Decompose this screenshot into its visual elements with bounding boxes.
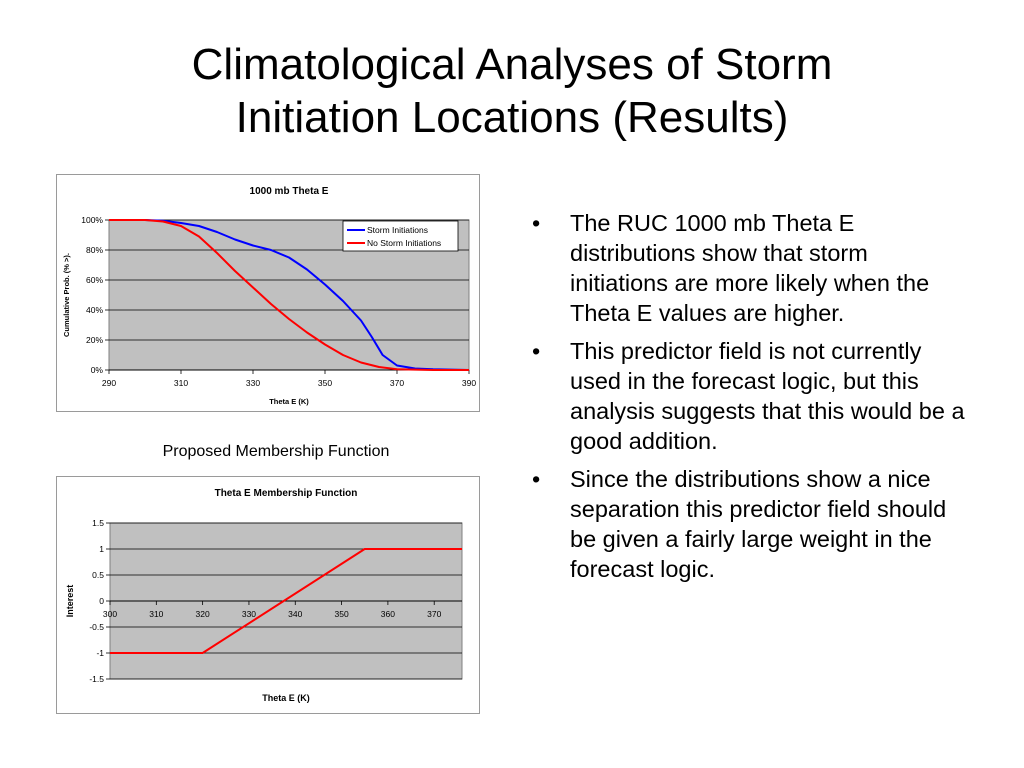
x-tick-label: 340 bbox=[288, 609, 302, 619]
bullet-text: Since the distributions show a nice sepa… bbox=[570, 466, 947, 582]
bullet-glyph: • bbox=[532, 338, 541, 364]
x-tick-label: 320 bbox=[196, 609, 210, 619]
series-line bbox=[109, 219, 470, 371]
y-tick-label: 20% bbox=[86, 335, 103, 345]
legend-label: Storm Initiations bbox=[367, 225, 428, 235]
x-axis-label: Theta E (K) bbox=[269, 397, 309, 406]
x-tick-label: 350 bbox=[334, 609, 348, 619]
bullet-text: The RUC 1000 mb Theta E distributions sh… bbox=[570, 210, 930, 326]
y-tick-label: 60% bbox=[86, 275, 103, 285]
x-tick-label: 370 bbox=[427, 609, 441, 619]
membership-function-svg: Theta E Membership Function -1.5 -1 -0.5 0 0.… bbox=[65, 488, 463, 703]
series-line bbox=[110, 548, 462, 654]
theta-e-distribution-chart: 1000 mb Theta E 0% 20% 40% 60% 80% 100% 290 310 3… bbox=[56, 174, 480, 412]
x-tick-label: 310 bbox=[174, 378, 188, 388]
y-tick-label: 40% bbox=[86, 305, 103, 315]
y-axis-label: Interest bbox=[65, 585, 75, 618]
legend-box bbox=[342, 220, 459, 252]
chart-title: Theta E Membership Function bbox=[215, 488, 358, 499]
bullet-list: • The RUC 1000 mb Theta E distributions … bbox=[530, 208, 970, 592]
bullet-text: This predictor field is not currently us… bbox=[570, 338, 965, 454]
title-line-1: Climatological Analyses of Storm bbox=[191, 40, 833, 89]
x-tick-label: 330 bbox=[246, 378, 260, 388]
x-tick-label: 300 bbox=[103, 609, 117, 619]
x-axis-label: Theta E (K) bbox=[262, 693, 310, 703]
y-tick-label: 0.5 bbox=[92, 570, 104, 580]
x-tick-label: 370 bbox=[390, 378, 404, 388]
y-axis-label: Cumulative Prob. (% >). bbox=[62, 253, 71, 337]
bullet-glyph: • bbox=[532, 466, 541, 492]
y-tick-label: 1.5 bbox=[92, 518, 104, 528]
chart-title: 1000 mb Theta E bbox=[250, 186, 329, 197]
bullet-item: • This predictor field is not currently … bbox=[530, 336, 970, 456]
bullet-item: • The RUC 1000 mb Theta E distributions … bbox=[530, 208, 970, 328]
slide-title: Climatological Analyses of Storm Initiat… bbox=[60, 38, 964, 144]
bullet-glyph: • bbox=[532, 210, 541, 236]
series-line bbox=[109, 219, 469, 371]
theta-e-distribution-svg: 1000 mb Theta E 0% 20% 40% 60% 80% 100% 290 310 3… bbox=[62, 186, 476, 406]
y-tick-label: -1 bbox=[96, 648, 104, 658]
y-tick-label: 1 bbox=[99, 544, 104, 554]
y-tick-label: 100% bbox=[81, 215, 103, 225]
x-tick-label: 350 bbox=[318, 378, 332, 388]
legend-label: No Storm Initiations bbox=[367, 238, 441, 248]
y-tick-label: -0.5 bbox=[89, 622, 104, 632]
y-tick-label: 0% bbox=[91, 365, 104, 375]
x-tick-label: 310 bbox=[149, 609, 163, 619]
title-line-2: Initiation Locations (Results) bbox=[235, 93, 789, 142]
membership-caption: Proposed Membership Function bbox=[162, 443, 390, 460]
x-tick-label: 330 bbox=[242, 609, 256, 619]
y-tick-label: -1.5 bbox=[89, 674, 104, 684]
bullet-item: • Since the distributions show a nice se… bbox=[530, 464, 970, 584]
x-tick-label: 360 bbox=[381, 609, 395, 619]
x-tick-label: 390 bbox=[462, 378, 476, 388]
x-tick-label: 290 bbox=[102, 378, 116, 388]
y-tick-label: 80% bbox=[86, 245, 103, 255]
y-tick-label: 0 bbox=[99, 596, 104, 606]
membership-function-chart: Theta E Membership Function -1.5 -1 -0.5 0 0.… bbox=[56, 476, 480, 714]
